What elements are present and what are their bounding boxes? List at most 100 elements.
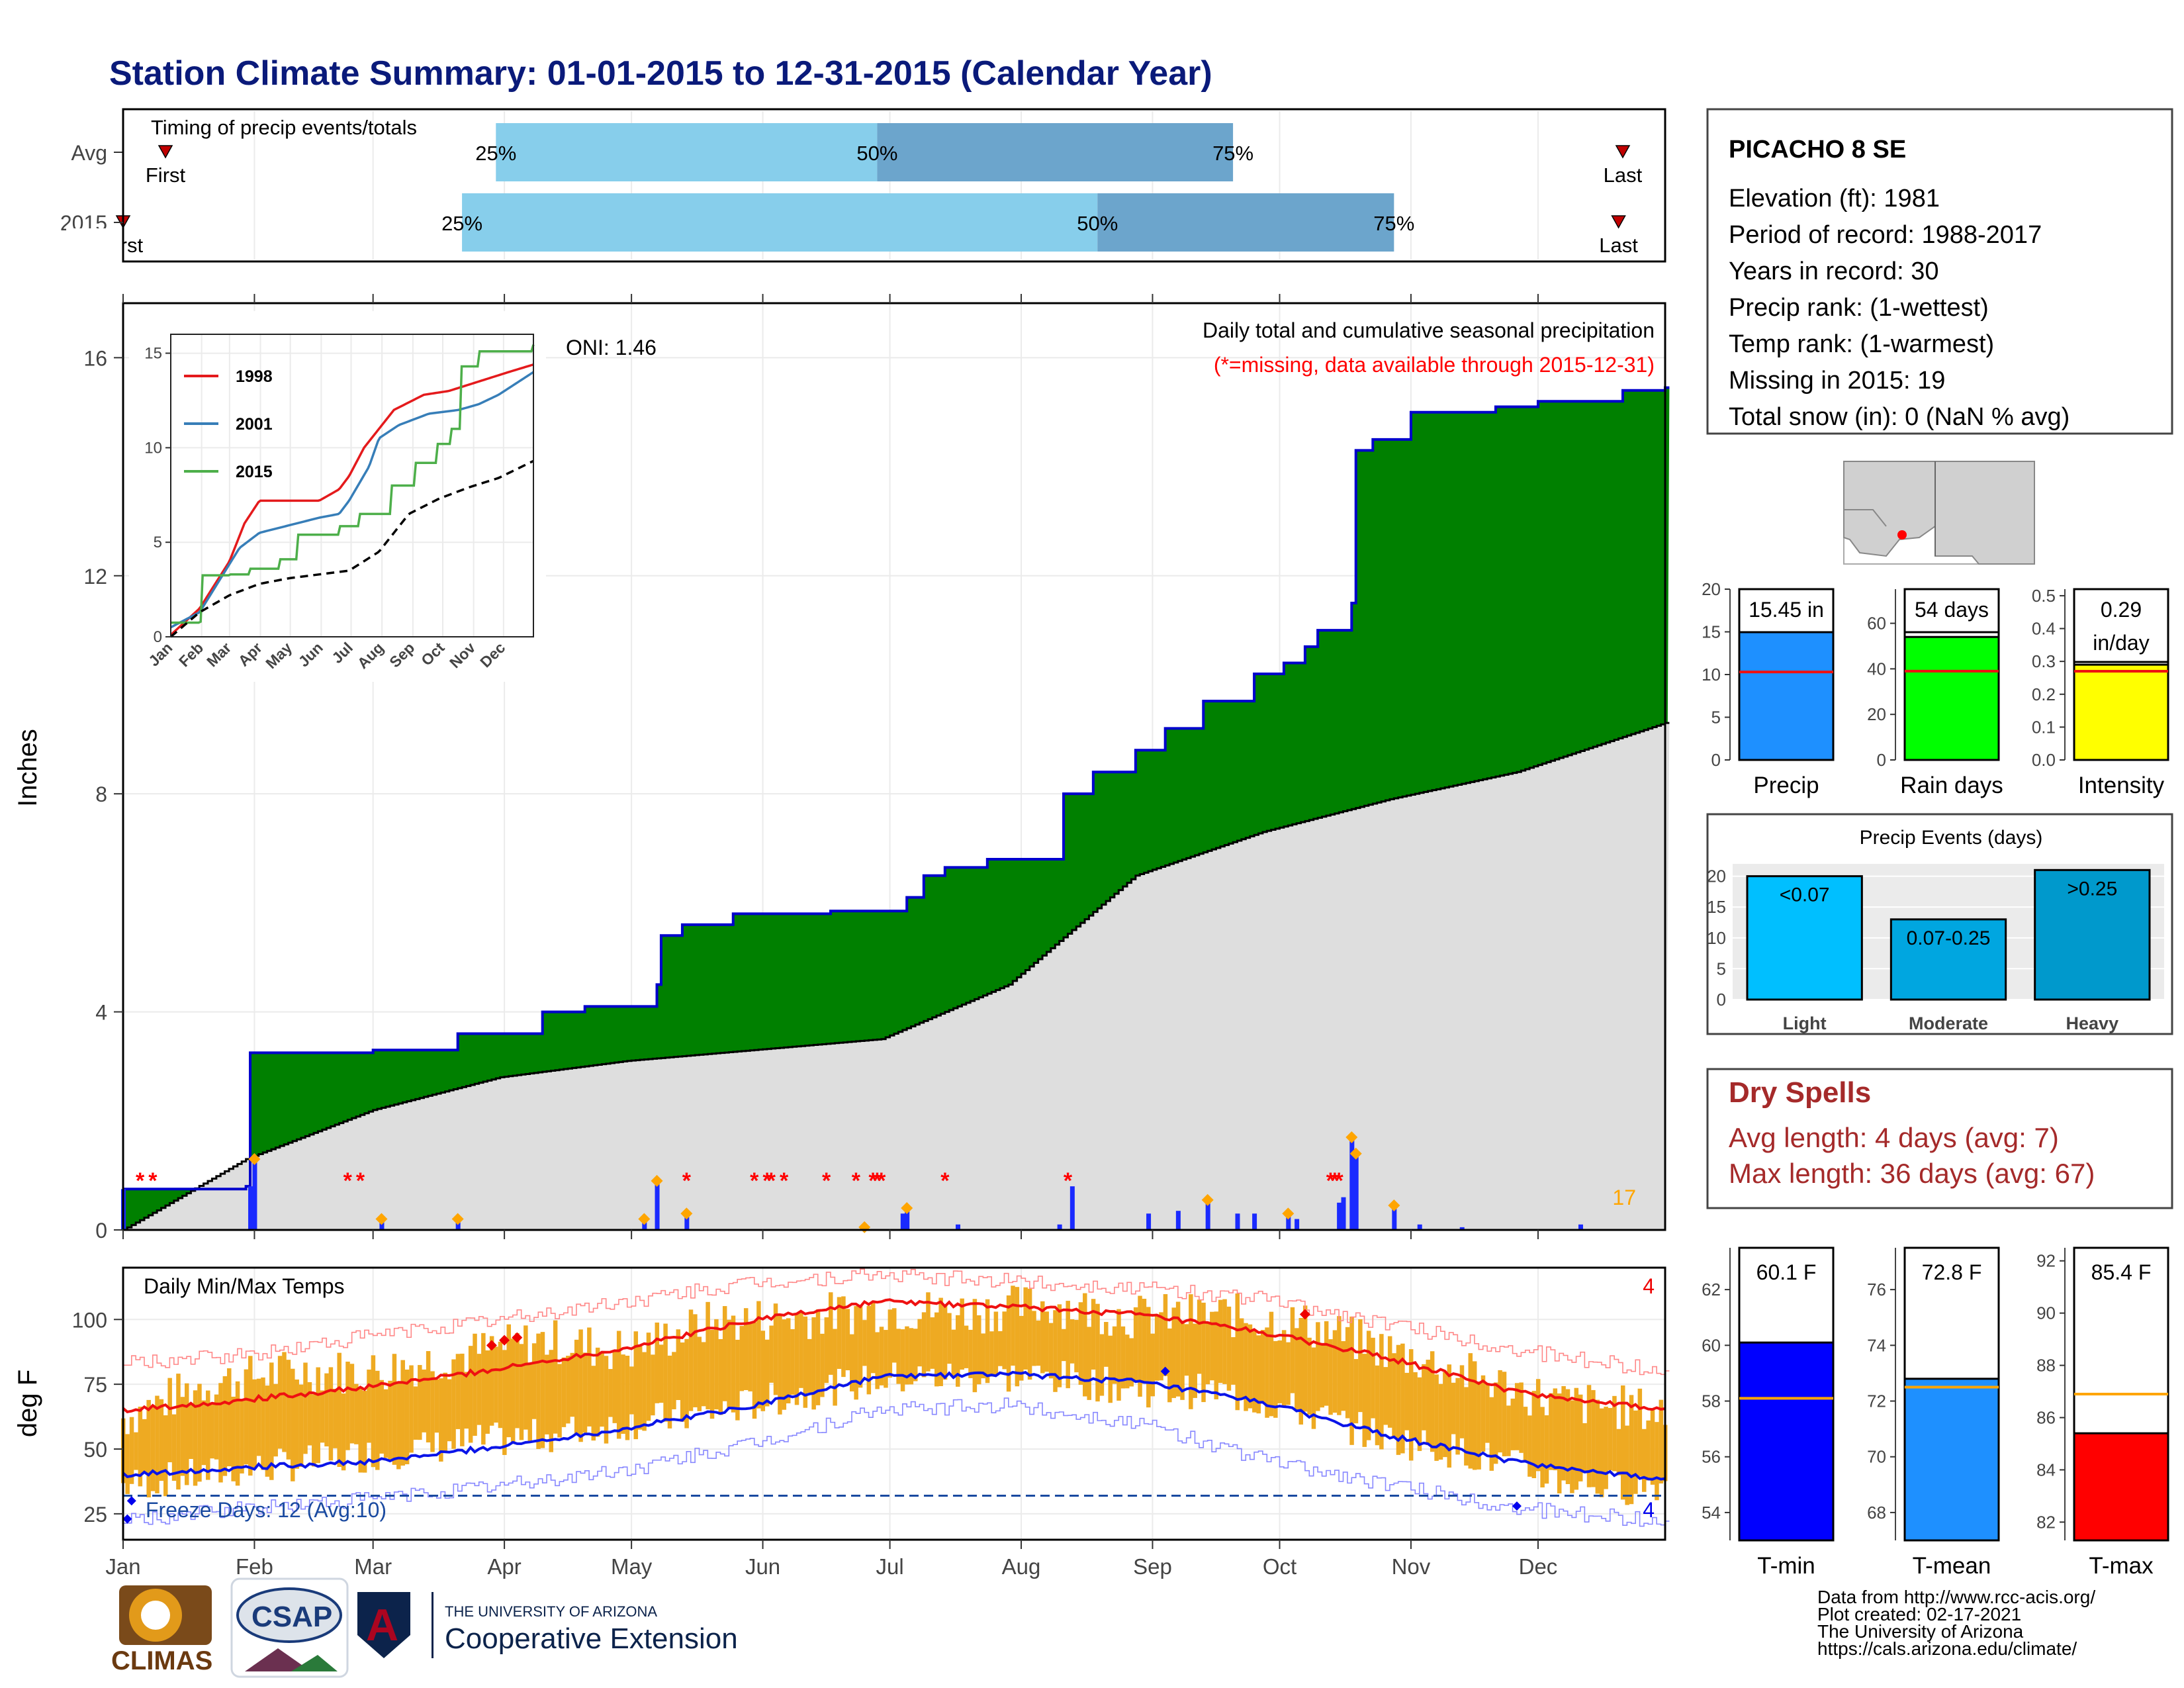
- daily-temp-bar: [1032, 1311, 1036, 1366]
- daily-temp-bar: [1553, 1388, 1558, 1471]
- daily-temp-bar: [570, 1352, 575, 1417]
- daily-temp-bar: [1345, 1327, 1350, 1419]
- month-label: Oct: [1263, 1554, 1297, 1579]
- daily-temp-bar: [900, 1329, 905, 1391]
- missing-asterisk: *: [1064, 1168, 1073, 1194]
- daily-temp-bar: [1379, 1334, 1384, 1450]
- daily-temp-bar: [434, 1379, 439, 1433]
- footer-line: Plot created: 02-17-2021: [1817, 1604, 2021, 1624]
- record-low-marker: [1512, 1501, 1522, 1511]
- missing-asterisk: *: [356, 1168, 365, 1194]
- daily-temp-bar: [1400, 1343, 1405, 1454]
- event-label: Heavy: [2066, 1013, 2119, 1033]
- summary-bar: [1738, 1341, 1835, 1542]
- daily-temp-bar: [884, 1330, 888, 1388]
- daily-temp-bar: [498, 1341, 503, 1429]
- daily-temp-bar: [1464, 1387, 1469, 1466]
- tick-label: 0.3: [2032, 651, 2056, 671]
- daily-temp-bar: [464, 1372, 469, 1429]
- daily-temp-bar: [1226, 1306, 1232, 1391]
- event-value: >0.25: [2067, 878, 2117, 900]
- daily-temp-bar: [672, 1352, 676, 1409]
- daily-temp-bar: [252, 1379, 257, 1469]
- dry-spells-box: Dry Spells Avg length: 4 days (avg: 7) M…: [1706, 1068, 2173, 1209]
- daily-temp-bar: [1011, 1286, 1015, 1366]
- record-high-marker: [486, 1340, 497, 1351]
- daily-temp-bar: [1023, 1287, 1028, 1370]
- daily-temp-bar: [443, 1372, 447, 1453]
- daily-temp-bar: [1375, 1365, 1380, 1446]
- daily-temp-bar: [523, 1325, 528, 1430]
- daily-precip-bar: [1286, 1213, 1291, 1230]
- daily-temp-bar: [743, 1308, 749, 1390]
- daily-precip-bar: [905, 1208, 910, 1230]
- csap-logo: CSAP: [230, 1577, 349, 1678]
- daily-temp-bar: [1366, 1331, 1371, 1440]
- daily-temp-bar: [1316, 1322, 1320, 1411]
- daily-temp-bar: [1002, 1311, 1007, 1370]
- daily-temp-bar: [917, 1319, 922, 1367]
- daily-temp-bar: [1184, 1324, 1189, 1376]
- daily-temp-bar: [1074, 1319, 1079, 1373]
- station-info-box: PICACHO 8 SE Elevation (ft): 1981 Period…: [1706, 108, 2173, 435]
- station-location-dot: [1897, 530, 1907, 539]
- missing-asterisk: *: [1326, 1168, 1336, 1194]
- inset-series-line: [169, 459, 534, 638]
- daily-temp-bar: [1062, 1329, 1066, 1362]
- station-line: Years in record: 30: [1729, 258, 1939, 285]
- daily-temp-bar: [527, 1363, 533, 1442]
- daily-temp-bar: [447, 1379, 452, 1442]
- daily-temp-bar: [637, 1344, 643, 1430]
- daily-temp-bar: [303, 1362, 308, 1454]
- daily-temp-bar: [1189, 1294, 1193, 1409]
- summary-bar: [1738, 627, 1835, 761]
- csap-wordmark: CSAP: [251, 1601, 332, 1633]
- daily-temp-bar: [985, 1299, 990, 1383]
- missing-asterisk: *: [750, 1168, 759, 1194]
- daily-temp-bar: [837, 1297, 842, 1369]
- station-line: Precip rank: (1-wettest): [1729, 294, 1989, 322]
- daily-temp-bar: [828, 1292, 833, 1375]
- record-high-marker: [1299, 1309, 1310, 1320]
- daily-temp-bar: [1265, 1327, 1269, 1418]
- daily-temp-bar: [1417, 1377, 1422, 1451]
- daily-temp-bar: [1201, 1302, 1206, 1403]
- summary-bar: [2073, 1432, 2169, 1542]
- daily-temp-bar: [833, 1329, 837, 1406]
- daily-temp-bar: [231, 1396, 236, 1481]
- daily-temp-bar: [858, 1305, 863, 1388]
- daily-temp-bar: [1362, 1354, 1367, 1447]
- daily-temp-bar: [277, 1356, 283, 1449]
- daily-temp-bar: [333, 1388, 338, 1448]
- daily-temp-bar: [557, 1364, 562, 1438]
- daily-temp-bar: [1307, 1337, 1312, 1415]
- daily-temp-bar: [1129, 1338, 1134, 1387]
- daily-temp-bar: [155, 1395, 159, 1493]
- daily-temp-bar: [688, 1309, 694, 1411]
- missing-asterisk: *: [940, 1168, 950, 1194]
- daily-temp-bar: [1027, 1288, 1032, 1380]
- daily-temp-bar: [727, 1319, 731, 1409]
- daily-temp-bar: [1337, 1316, 1342, 1415]
- daily-temp-bar: [455, 1354, 461, 1429]
- daily-precip-bar: [1341, 1197, 1346, 1230]
- daily-temp-bar: [1286, 1342, 1291, 1405]
- daily-temp-bar: [1244, 1323, 1248, 1411]
- daily-temp-bar: [942, 1305, 948, 1380]
- daily-temp-bar: [295, 1379, 299, 1469]
- daily-temp-bar: [1531, 1391, 1537, 1478]
- daily-temp-bar: [138, 1407, 143, 1487]
- daily-temp-bar: [1422, 1364, 1426, 1430]
- daily-temp-bar: [642, 1352, 647, 1431]
- daily-precip-bar: [684, 1213, 690, 1230]
- missing-asterisk: *: [822, 1168, 831, 1194]
- daily-temp-bar: [663, 1323, 668, 1422]
- daily-temp-bar: [667, 1355, 672, 1429]
- daily-temp-bar: [1099, 1334, 1105, 1396]
- tick-label: 82: [2036, 1512, 2056, 1532]
- inset-legend-label: 2001: [236, 415, 273, 434]
- tick-label: 90: [2036, 1303, 2056, 1323]
- summary-label: Rain days: [1900, 773, 2003, 798]
- daily-temp-bar: [1565, 1389, 1570, 1484]
